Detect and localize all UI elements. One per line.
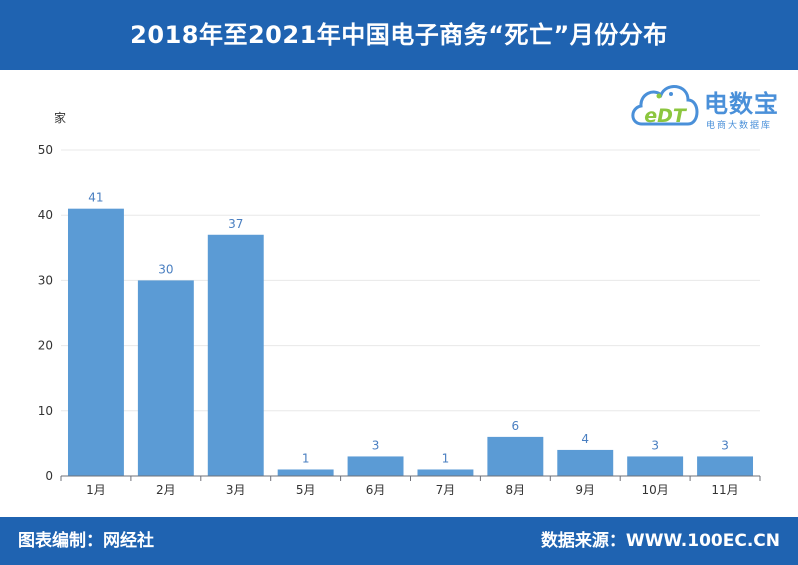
cloud-logo-icon: eDT (631, 85, 699, 127)
bar (697, 456, 754, 476)
data-labels: 41 30 37 1 3 1 6 4 3 3 (88, 191, 729, 466)
x-tick-label: 9月 (575, 483, 595, 497)
bar-value-label: 37 (228, 217, 243, 231)
x-tick-label: 7月 (436, 483, 456, 497)
y-tick-label: 40 (38, 208, 53, 222)
footer-source: 数据来源：WWW.100EC.CN (540, 531, 780, 551)
y-tick-label: 50 (38, 143, 53, 157)
y-tick-label: 0 (45, 469, 53, 483)
bar (487, 436, 544, 476)
logo-subtitle: 电商大数据库 (706, 121, 773, 131)
y-tick-label: 30 (38, 273, 53, 287)
x-tick-label: 10月 (642, 483, 669, 497)
bar (627, 456, 684, 476)
bar-value-label: 3 (372, 438, 380, 452)
y-tick-label: 20 (38, 339, 53, 353)
x-tick-label: 3月 (226, 483, 246, 497)
y-axis-label: 家 (54, 110, 66, 125)
bar-value-label: 3 (651, 438, 659, 452)
bar (137, 280, 194, 476)
x-axis-ticks: 1月 2月 3月 5月 6月 7月 8月 9月 10月 11月 (60, 476, 761, 497)
x-tick-label: 11月 (711, 483, 738, 497)
x-tick-label: 6月 (366, 483, 386, 497)
bar (277, 469, 334, 476)
bar-value-label: 1 (442, 451, 450, 465)
y-tick-label: 10 (38, 404, 53, 418)
bar-chart: 0 10 20 30 40 50 家 41 30 37 1 3 1 6 4 3 3 1月 2月 3月 5月 6月 7月… (38, 110, 761, 497)
x-tick-label: 1月 (86, 483, 106, 497)
bar-value-label: 41 (88, 191, 103, 205)
footer-bar: 图表编制：网经社 数据来源：WWW.100EC.CN (0, 517, 798, 565)
logo-mark-text: eDT (644, 105, 688, 127)
bar-value-label: 30 (158, 262, 173, 276)
bar (557, 449, 614, 476)
x-tick-label: 2月 (156, 483, 176, 497)
page-title: 2018年至2021年中国电子商务“死亡”月份分布 (130, 21, 668, 49)
bar-value-label: 6 (512, 419, 520, 433)
y-axis-ticks: 0 10 20 30 40 50 (38, 143, 53, 483)
bar (417, 469, 474, 476)
logo-name: 电数宝 (704, 90, 779, 118)
bar (347, 456, 404, 476)
bar-value-label: 4 (581, 432, 589, 446)
bar-value-label: 1 (302, 451, 310, 465)
bar (207, 234, 264, 476)
header-bar: 2018年至2021年中国电子商务“死亡”月份分布 (0, 0, 798, 70)
x-tick-label: 8月 (506, 483, 526, 497)
bars (67, 208, 754, 476)
bar-value-label: 3 (721, 438, 729, 452)
brand-logo: eDT 电数宝 电商大数据库 (628, 74, 794, 136)
bar (67, 208, 124, 476)
x-tick-label: 5月 (296, 483, 316, 497)
footer-credit: 图表编制：网经社 (18, 531, 154, 551)
